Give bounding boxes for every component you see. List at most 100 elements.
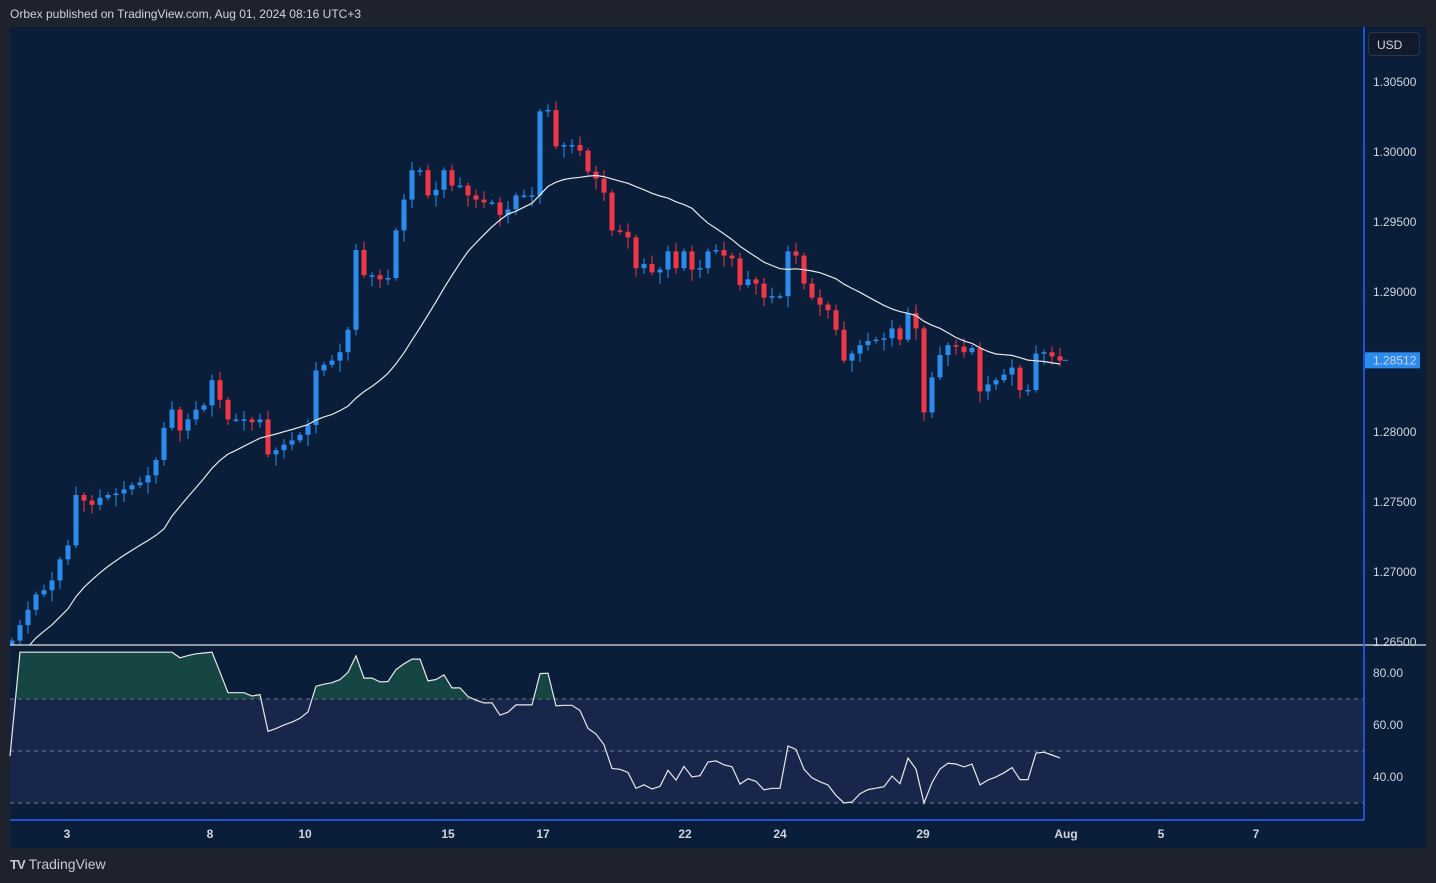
candle-body[interactable]: [921, 328, 927, 413]
candle-body[interactable]: [609, 192, 615, 231]
candle-body[interactable]: [337, 352, 343, 361]
candle-body[interactable]: [1001, 374, 1007, 381]
candle-body[interactable]: [793, 251, 799, 256]
candle-body[interactable]: [849, 353, 855, 361]
candle-body[interactable]: [873, 339, 879, 342]
candle-body[interactable]: [393, 230, 399, 278]
candle-body[interactable]: [49, 580, 55, 591]
candle-body[interactable]: [881, 338, 887, 340]
candle-body[interactable]: [137, 482, 143, 486]
candle-body[interactable]: [81, 495, 87, 501]
candle-body[interactable]: [457, 185, 463, 188]
candle-body[interactable]: [281, 444, 287, 451]
candle-body[interactable]: [817, 297, 823, 305]
candle-body[interactable]: [25, 609, 31, 626]
candle-body[interactable]: [465, 185, 471, 196]
candle-body[interactable]: [841, 329, 847, 361]
candle-body[interactable]: [537, 111, 543, 196]
candle-body[interactable]: [1057, 356, 1063, 361]
candle-body[interactable]: [761, 283, 767, 298]
candle-body[interactable]: [41, 590, 47, 595]
candle-body[interactable]: [169, 409, 175, 428]
candle-body[interactable]: [145, 475, 151, 483]
candle-body[interactable]: [105, 495, 111, 498]
candle-body[interactable]: [769, 296, 775, 298]
candle-body[interactable]: [57, 559, 63, 581]
candle-body[interactable]: [217, 380, 223, 400]
candle-body[interactable]: [1041, 352, 1047, 354]
candle-body[interactable]: [441, 170, 447, 190]
candle-body[interactable]: [665, 251, 671, 270]
candle-body[interactable]: [585, 150, 591, 172]
candle-body[interactable]: [241, 419, 247, 421]
candle-body[interactable]: [545, 110, 551, 112]
candle-body[interactable]: [697, 268, 703, 270]
candle-body[interactable]: [353, 250, 359, 330]
candle-body[interactable]: [777, 296, 783, 298]
candle-body[interactable]: [73, 495, 79, 546]
candle-body[interactable]: [497, 202, 503, 215]
candle-body[interactable]: [913, 313, 919, 329]
candle-body[interactable]: [233, 419, 239, 421]
candle-body[interactable]: [617, 230, 623, 232]
candle-body[interactable]: [321, 364, 327, 371]
candle-body[interactable]: [225, 399, 231, 420]
candle-body[interactable]: [185, 419, 191, 431]
candle-body[interactable]: [889, 328, 895, 339]
candle-body[interactable]: [209, 380, 215, 406]
candle-body[interactable]: [313, 370, 319, 425]
candle-body[interactable]: [249, 419, 255, 423]
candle-body[interactable]: [273, 450, 279, 455]
candle-body[interactable]: [369, 275, 375, 277]
candle-body[interactable]: [649, 264, 655, 273]
candle-body[interactable]: [305, 425, 311, 435]
candle-body[interactable]: [121, 489, 127, 494]
candle-body[interactable]: [473, 195, 479, 200]
candle-body[interactable]: [689, 251, 695, 270]
candle-body[interactable]: [33, 594, 39, 610]
candle-body[interactable]: [65, 545, 71, 560]
candle-body[interactable]: [681, 251, 687, 269]
candle-body[interactable]: [737, 258, 743, 285]
candle-body[interactable]: [977, 348, 983, 392]
candle-body[interactable]: [809, 283, 815, 298]
candle-body[interactable]: [401, 199, 407, 231]
candle-body[interactable]: [201, 405, 207, 410]
candle-body[interactable]: [377, 275, 383, 280]
candle-body[interactable]: [1009, 367, 1015, 375]
candle-body[interactable]: [993, 380, 999, 385]
candle-body[interactable]: [553, 110, 559, 147]
candle-body[interactable]: [433, 189, 439, 196]
candle-body[interactable]: [161, 427, 167, 460]
candle-body[interactable]: [425, 170, 431, 196]
candle-body[interactable]: [577, 145, 583, 151]
candle-body[interactable]: [961, 346, 967, 353]
candle-body[interactable]: [745, 279, 751, 285]
candle-body[interactable]: [905, 313, 911, 340]
candle-body[interactable]: [113, 493, 119, 496]
candle-body[interactable]: [1049, 352, 1055, 357]
candle-body[interactable]: [601, 178, 607, 193]
candle-body[interactable]: [193, 409, 199, 420]
candle-body[interactable]: [89, 500, 95, 505]
candle-body[interactable]: [409, 170, 415, 200]
candle-body[interactable]: [937, 355, 943, 378]
candle-body[interactable]: [969, 348, 975, 353]
candle-body[interactable]: [753, 279, 759, 284]
candle-body[interactable]: [153, 460, 159, 476]
candle-body[interactable]: [897, 328, 903, 340]
candle-body[interactable]: [529, 195, 535, 197]
candle-body[interactable]: [945, 345, 951, 355]
candle-body[interactable]: [953, 345, 959, 347]
candle-body[interactable]: [257, 419, 263, 423]
candle-body[interactable]: [929, 377, 935, 413]
candle-body[interactable]: [97, 497, 103, 505]
candle-body[interactable]: [569, 145, 575, 147]
candle-body[interactable]: [385, 278, 391, 280]
candle-body[interactable]: [721, 250, 727, 256]
candle-body[interactable]: [505, 209, 511, 215]
candle-body[interactable]: [785, 251, 791, 297]
candle-body[interactable]: [129, 485, 135, 490]
candle-body[interactable]: [481, 199, 487, 203]
